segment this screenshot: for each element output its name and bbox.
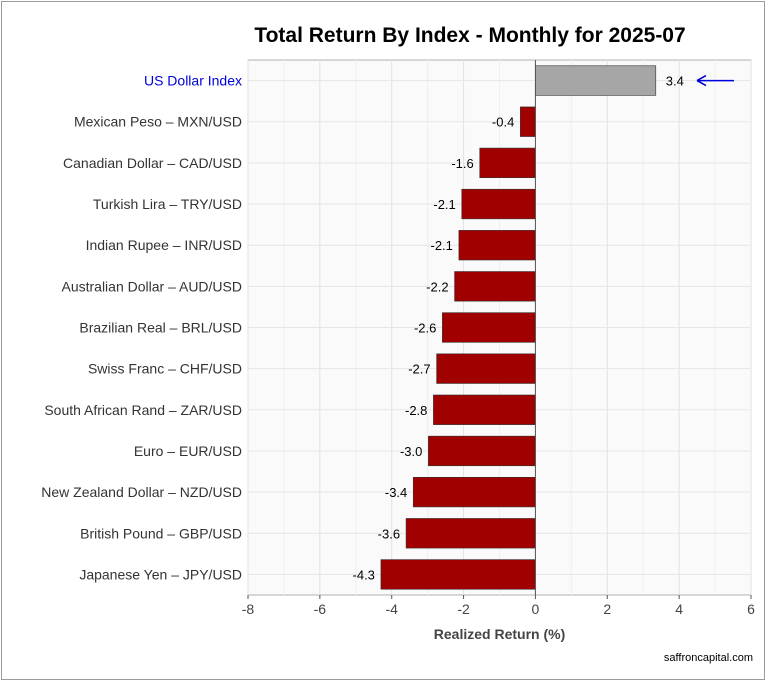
value-labels: 3.4 -0.4 -1.6 -2.1 -2.1 -2.2 -2.6 -2.7 -2.8 -3.0 -… [353,74,684,583]
bar [442,312,536,343]
x-tick-label: 6 [747,601,755,617]
value-label: -2.1 [430,238,452,253]
bar [461,188,536,220]
category-label: Brazilian Real – BRL/USD [79,320,242,336]
value-label: -2.6 [414,321,436,336]
x-tick-label: -8 [242,601,255,617]
bar [436,353,536,384]
value-label: -2.1 [433,197,455,212]
highlight-arrow-icon [696,74,734,87]
category-label: Canadian Dollar – CAD/USD [63,155,242,171]
value-label: -1.6 [451,156,473,171]
category-labels: US Dollar Index Mexican Peso – MXN/USD Can… [41,73,242,583]
value-label: -2.7 [408,362,430,377]
category-label: Turkish Lira – TRY/USD [93,196,242,212]
x-tick-label: -6 [314,601,327,617]
category-label: US Dollar Index [144,73,242,89]
bar [479,147,536,178]
category-label: New Zealand Dollar – NZD/USD [41,484,242,500]
bar [412,476,536,508]
x-tick-label: 2 [603,601,611,617]
category-label: Australian Dollar – AUD/USD [61,278,242,294]
x-tick-label: 0 [532,601,540,617]
x-tick-label: -2 [457,601,470,617]
category-label: Swiss Franc – CHF/USD [88,361,242,377]
category-label: Japanese Yen – JPY/USD [79,566,242,582]
value-label: -3.6 [378,526,400,541]
bar [433,394,536,425]
category-label: South African Rand – ZAR/USD [44,402,242,418]
value-label: 3.4 [666,74,684,89]
bar [454,271,536,302]
chart-title: Total Return By Index - Monthly for 2025… [254,24,686,47]
x-tick-label: -4 [385,601,398,617]
x-axis-label: Realized Return (%) [434,626,565,642]
bars [380,65,657,590]
x-tick-label: 4 [675,601,683,617]
x-tick-labels: -8 -6 -4 -2 0 2 4 6 [242,595,755,617]
value-label: -2.2 [426,279,448,294]
source-credit: saffroncapital.com [663,652,753,664]
bar [458,230,536,261]
value-label: -2.8 [405,403,427,418]
bar [380,559,536,590]
value-label: -4.3 [353,567,375,582]
category-label: Euro – EUR/USD [134,443,242,459]
bar [405,518,536,549]
category-label: Indian Rupee – INR/USD [86,237,242,253]
value-label: -3.4 [385,485,407,500]
bar [428,435,536,467]
bar [520,106,536,137]
value-label: -0.4 [492,115,514,130]
category-label: British Pound – GBP/USD [80,525,242,541]
bar [535,65,657,96]
category-label: Mexican Peso – MXN/USD [74,114,242,130]
value-label: -3.0 [400,444,422,459]
